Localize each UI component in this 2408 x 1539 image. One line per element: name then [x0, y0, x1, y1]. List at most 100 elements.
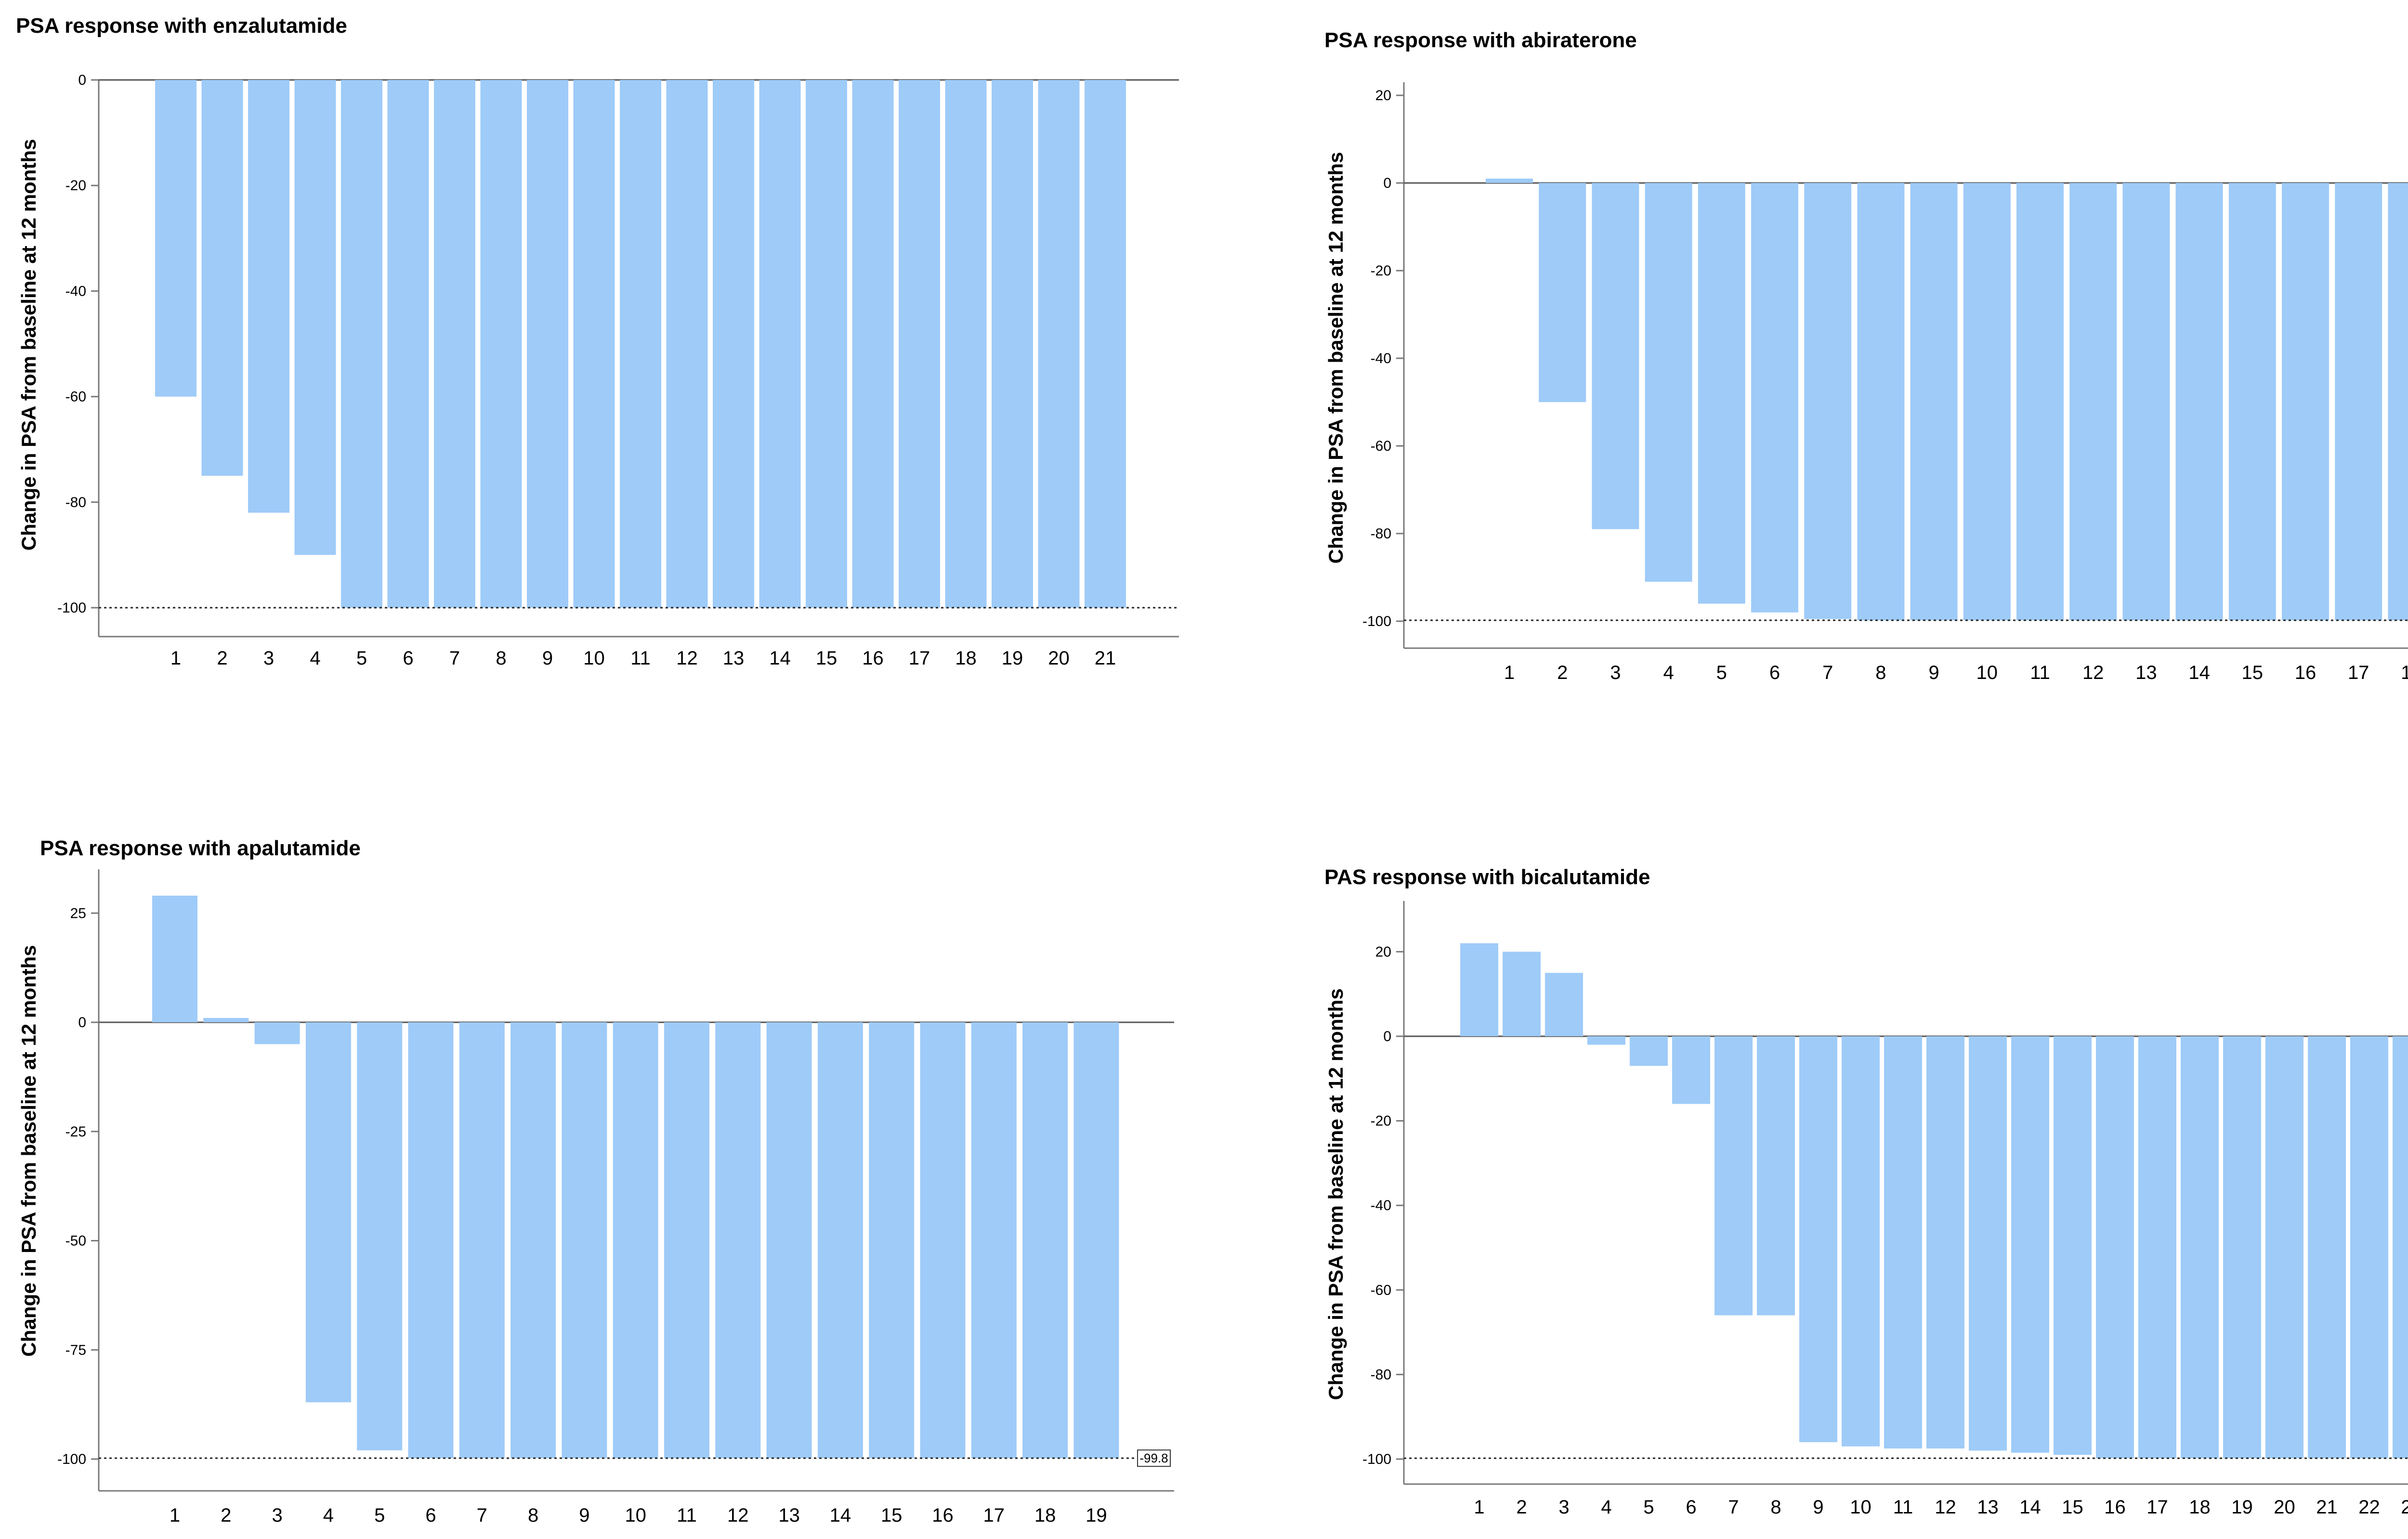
bar-14: [817, 1022, 863, 1459]
y-tick-label: 0: [78, 72, 86, 88]
y-tick-label: -40: [1371, 1198, 1391, 1213]
x-tick-label: 2: [1516, 1497, 1527, 1518]
bars: [1486, 178, 2408, 621]
bar-2: [1539, 183, 1586, 402]
bar-14: [2175, 183, 2223, 621]
x-tick-label: 12: [2082, 662, 2104, 683]
x-tick-label: 9: [1928, 662, 1939, 683]
bar-6: [387, 80, 429, 608]
x-tick-label: 18: [1034, 1505, 1056, 1526]
y-tick-label: -20: [1371, 1113, 1391, 1129]
y-tick-labels: 20 0 -20 -40 -60 -80 -100: [1362, 944, 1404, 1467]
bar-2: [203, 1017, 249, 1022]
reference-line-group: -99.8: [1404, 619, 2408, 621]
x-tick-label: 5: [356, 648, 367, 669]
x-tick-label: 1: [170, 648, 181, 669]
bar-3: [1545, 973, 1583, 1036]
bars: [155, 80, 1126, 608]
bar-18: [1022, 1022, 1068, 1459]
bar-15: [869, 1022, 915, 1459]
y-tick-label: -60: [1371, 1282, 1391, 1298]
bar-12: [2069, 183, 2117, 621]
bar-9: [1799, 1036, 1837, 1442]
x-tick-label: 12: [1935, 1497, 1956, 1518]
bar-23: [2393, 1036, 2408, 1459]
x-tick-label: 2: [217, 648, 227, 669]
bar-1: [1460, 943, 1498, 1036]
y-tick-label: -100: [1362, 1451, 1391, 1467]
x-tick-label: 8: [496, 648, 506, 669]
x-tick-label: 9: [542, 648, 553, 669]
bars: [1460, 943, 2408, 1459]
x-tick-label: 1: [170, 1505, 180, 1526]
bars: [152, 895, 1119, 1459]
bar-13: [1969, 1036, 2007, 1451]
bar-16: [2096, 1036, 2134, 1459]
y-tick-label: 20: [1375, 944, 1391, 960]
x-tick-label: 16: [932, 1505, 954, 1526]
x-tick-label: 8: [1875, 662, 1886, 683]
bar-4: [294, 80, 336, 555]
y-axis-label: Change in PSA from baseline at 12 months: [17, 945, 40, 1357]
x-tick-label: 11: [677, 1505, 697, 1526]
x-tick-label: 15: [2062, 1497, 2083, 1518]
y-tick-label: -80: [1371, 526, 1391, 542]
y-tick-label: -20: [65, 178, 86, 194]
y-axis-label: Change in PSA from baseline at 12 months: [1324, 989, 1347, 1400]
y-axis-label: Change in PSA from baseline at 12 months: [17, 139, 40, 551]
x-tick-label: 4: [310, 648, 320, 669]
bar-7: [1714, 1036, 1753, 1316]
x-tick-label: 7: [1822, 662, 1833, 683]
bar-6: [408, 1022, 454, 1459]
x-tick-label: 4: [1663, 662, 1674, 683]
y-tick-label: -40: [1371, 351, 1391, 366]
bar-6: [1751, 183, 1798, 613]
x-tick-label: 15: [2242, 662, 2264, 683]
bar-1: [152, 895, 197, 1022]
y-tick-label: -100: [1362, 613, 1391, 629]
bar-19: [2223, 1036, 2261, 1459]
y-tick-labels: 25 0 -25 -50 -75 -100: [57, 905, 99, 1467]
bar-4: [305, 1022, 351, 1403]
y-tick-label: -80: [1371, 1367, 1391, 1382]
chart-panel-abiraterone: PSA response with abiraterone Change in …: [1324, 28, 2408, 683]
bar-3: [1592, 183, 1639, 529]
x-tick-label: 20: [2274, 1497, 2295, 1518]
x-tick-label: 3: [1558, 1497, 1569, 1518]
bar-10: [573, 80, 615, 608]
x-tick-labels: 1 2 3 4 5 6 7 8 9 10 11 12 13 14 15 16 17 18 19 20 21: [170, 648, 1116, 669]
x-tick-label: 17: [2146, 1497, 2168, 1518]
bar-4: [1587, 1036, 1625, 1045]
bar-12: [1926, 1036, 1964, 1449]
bar-18: [945, 80, 987, 608]
x-tick-label: 4: [323, 1505, 334, 1526]
bar-22: [2350, 1036, 2388, 1459]
x-tick-label: 10: [1850, 1497, 1871, 1518]
bar-1: [1486, 178, 1533, 183]
y-tick-label: 0: [78, 1015, 86, 1030]
x-tick-label: 2: [221, 1505, 231, 1526]
x-tick-label: 9: [579, 1505, 589, 1526]
bar-13: [766, 1022, 812, 1459]
x-tick-labels: 1234567891011121314151617181920212223: [1474, 1497, 2408, 1518]
x-tick-label: 2: [1557, 662, 1568, 683]
bar-17: [2138, 1036, 2176, 1459]
chart-title: PSA response with abiraterone: [1324, 28, 1637, 52]
bar-8: [480, 80, 522, 608]
bar-14: [2011, 1036, 2049, 1453]
x-tick-label: 11: [1893, 1497, 1913, 1518]
x-tick-label: 17: [909, 648, 930, 669]
chart-panel-bicalutamide: PAS response with bicalutamide Change in…: [1324, 865, 2408, 1518]
bar-21: [1085, 80, 1126, 608]
x-tick-label: 18: [2401, 662, 2408, 683]
y-tick-label: -100: [57, 600, 86, 616]
reference-line-group: -99.8: [99, 1449, 1171, 1467]
x-tick-label: 6: [1686, 1497, 1696, 1518]
x-tick-labels: 1 2 3 4 5 6 7 8 9 10 11 12 13 14 15 16 17 18 19: [170, 1505, 1107, 1526]
x-tick-label: 19: [1086, 1505, 1107, 1526]
bar-14: [759, 80, 801, 608]
x-tick-label: 3: [272, 1505, 282, 1526]
x-tick-label: 7: [449, 648, 460, 669]
x-tick-label: 19: [2231, 1497, 2253, 1518]
